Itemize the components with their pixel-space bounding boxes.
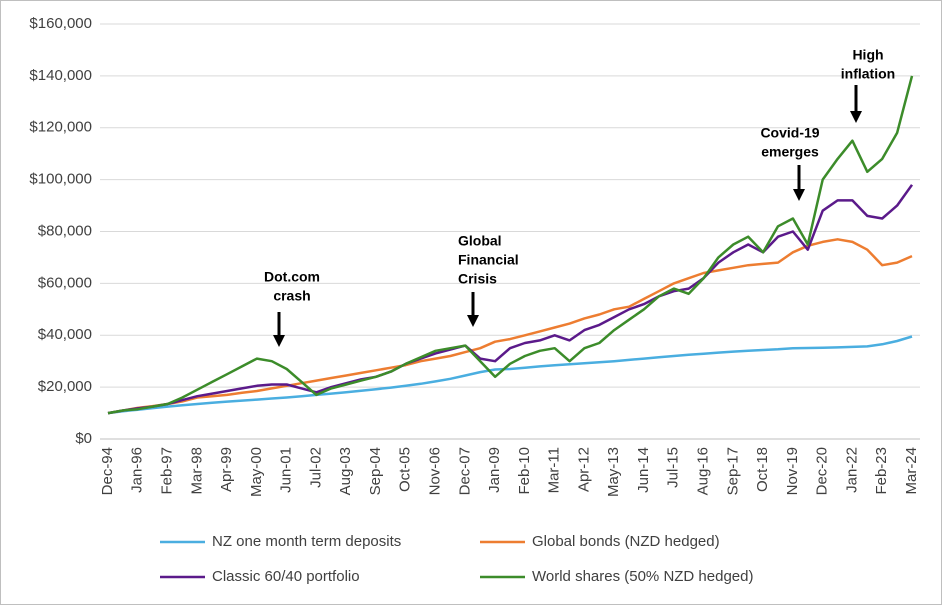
y-tick-label: $0 (75, 430, 92, 447)
x-tick-label: Mar-11 (546, 447, 563, 493)
annotation: crash (273, 288, 310, 304)
y-tick-label: $20,000 (38, 378, 92, 395)
annotation: High (852, 47, 883, 63)
annotation: Global (458, 233, 502, 249)
x-tick-label: Oct-05 (397, 447, 414, 492)
x-tick-label: Dec-94 (99, 447, 116, 495)
y-tick-label: $60,000 (38, 274, 92, 291)
x-tick-label: May-00 (248, 447, 265, 497)
x-tick-label: Feb-10 (516, 447, 533, 495)
x-tick-label: Feb-97 (159, 447, 176, 495)
annotation: emerges (761, 144, 819, 160)
x-tick-label: Nov-06 (427, 447, 444, 495)
x-tick-label: Nov-19 (784, 447, 801, 495)
x-tick-label: Aug-03 (337, 447, 354, 495)
annotation: Dot.com (264, 269, 320, 285)
legend-label: World shares (50% NZD hedged) (532, 568, 753, 585)
x-tick-label: Jan-09 (486, 447, 503, 493)
legend-label: NZ one month term deposits (212, 533, 401, 550)
x-tick-label: Sep-17 (724, 447, 741, 495)
legend-label: Classic 60/40 portfolio (212, 568, 360, 585)
annotation: Covid-19 (760, 125, 819, 141)
x-tick-label: Dec-20 (814, 447, 831, 495)
series-line (107, 184, 914, 415)
x-tick-label: Jun-14 (635, 447, 652, 493)
legend-label: Global bonds (NZD hedged) (532, 533, 720, 550)
x-tick-label: Oct-18 (754, 447, 771, 492)
x-tick-label: Jul-15 (665, 447, 682, 488)
x-tick-label: Jun-01 (278, 447, 295, 493)
series-line (107, 238, 913, 415)
x-tick-label: Jan-96 (129, 447, 146, 493)
x-tick-label: Dec-07 (456, 447, 473, 495)
x-tick-label: Feb-23 (873, 447, 890, 495)
y-tick-label: $100,000 (29, 171, 92, 188)
y-tick-label: $120,000 (29, 119, 92, 136)
annotation: Financial (458, 252, 519, 268)
annotation: Crisis (458, 271, 497, 287)
series-line (107, 75, 914, 415)
series-line (107, 335, 913, 415)
x-tick-label: Aug-16 (695, 447, 712, 495)
y-tick-label: $80,000 (38, 222, 92, 239)
y-tick-label: $40,000 (38, 326, 92, 343)
y-tick-label: $160,000 (29, 15, 92, 32)
x-tick-label: Mar-98 (188, 447, 205, 495)
x-tick-label: May-13 (605, 447, 622, 497)
y-tick-label: $140,000 (29, 67, 92, 84)
x-tick-label: Jul-02 (307, 447, 324, 488)
x-tick-label: Apr-12 (575, 447, 592, 492)
x-tick-label: Mar-24 (903, 447, 920, 495)
x-tick-label: Apr-99 (218, 447, 235, 492)
x-tick-label: Jan-22 (843, 447, 860, 493)
x-tick-label: Sep-04 (367, 447, 384, 495)
annotation: inflation (841, 66, 895, 82)
